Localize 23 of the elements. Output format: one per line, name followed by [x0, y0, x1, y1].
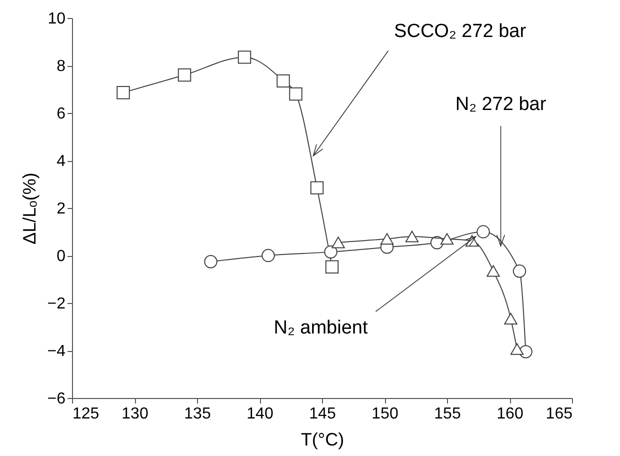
- x-tick-label: 155: [434, 406, 461, 422]
- y-tick-label: −4: [47, 343, 66, 360]
- y-tick-label: 2: [56, 200, 66, 218]
- annotation: SCCO₂ 272 bar: [394, 20, 527, 42]
- y-tick-label: 6: [56, 106, 66, 122]
- x-tick-label: 130: [122, 406, 148, 422]
- x-tick-label: 140: [246, 406, 274, 422]
- y-tick-label: −2: [47, 296, 66, 312]
- x-tick-label: 135: [184, 406, 211, 422]
- y-tick-label: 0: [56, 248, 66, 265]
- x-tick-label: 145: [309, 406, 336, 422]
- y-tick-label: −6: [47, 390, 66, 408]
- y-tick-label: 8: [56, 58, 66, 75]
- annotation: N₂ ambient: [274, 318, 368, 339]
- y-axis-title: ΔL/Lₒ(%): [19, 172, 40, 244]
- x-tick-label: 165: [546, 406, 573, 422]
- x-tick-label: 150: [372, 406, 398, 422]
- annotation: N₂ 272 bar: [455, 94, 547, 115]
- y-tick-label: 10: [48, 10, 66, 28]
- x-tick-label: 125: [72, 406, 100, 422]
- x-tick-label: 160: [496, 406, 524, 422]
- y-tick-label: 4: [56, 153, 66, 170]
- x-axis-title: T(°C): [300, 430, 344, 450]
